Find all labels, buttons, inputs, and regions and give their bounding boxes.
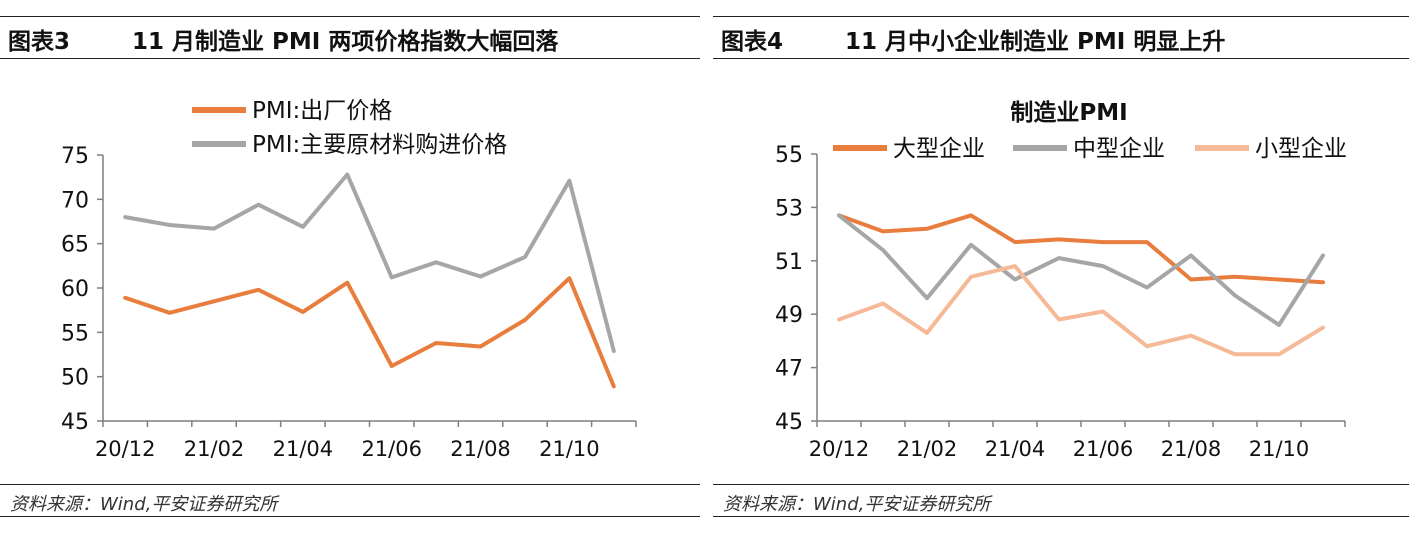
- top-rule: [713, 16, 1409, 17]
- source-note: 资料来源：Wind,平安证券研究所: [723, 494, 991, 515]
- legend-label: 中型企业: [1073, 136, 1165, 162]
- series-line: [837, 264, 1325, 357]
- figure-title: 11 月制造业 PMI 两项价格指数大幅回落: [132, 29, 559, 55]
- x-tick-label: 21/10: [1249, 437, 1310, 461]
- x-tick-label: 21/10: [539, 437, 600, 461]
- y-tick-label: 45: [61, 410, 89, 435]
- legend-label: PMI:主要原材料购进价格: [252, 132, 507, 158]
- x-tick-label: 20/12: [95, 437, 156, 461]
- source-top-rule: [0, 484, 700, 485]
- x-tick-label: 21/02: [184, 437, 245, 461]
- x-tick-label: 21/08: [1161, 437, 1222, 461]
- price-index-line-chart: 45 50 55 60 65 70 75 20/12 21/02 21/04 21/06 21/08 2…: [61, 98, 637, 461]
- y-tick-label: 53: [775, 196, 803, 221]
- header-rule: [0, 58, 700, 59]
- y-tick-label: 49: [775, 303, 803, 328]
- y-tick-label: 47: [775, 357, 803, 382]
- x-tick-label: 21/02: [897, 437, 958, 461]
- x-tick-label: 20/12: [809, 437, 870, 461]
- chart-title: 制造业PMI: [1010, 100, 1127, 126]
- series-line: [123, 172, 616, 353]
- x-tick-label: 21/06: [1073, 437, 1134, 461]
- legend-label: 大型企业: [893, 136, 985, 162]
- header-rule: [713, 58, 1409, 59]
- y-tick-label: 55: [775, 143, 803, 168]
- series-line: [837, 213, 1325, 285]
- y-tick-label: 75: [61, 144, 89, 169]
- source-top-rule: [713, 484, 1409, 485]
- bottom-rule: [0, 516, 700, 517]
- source-note: 资料来源：Wind,平安证券研究所: [10, 494, 278, 515]
- legend-label: PMI:出厂价格: [252, 98, 392, 124]
- y-tick-label: 65: [61, 233, 89, 258]
- x-tick-label: 21/04: [985, 437, 1046, 461]
- x-tick-label: 21/04: [273, 437, 334, 461]
- x-tick-label: 21/08: [450, 437, 511, 461]
- figure-header: 图表4 11 月中小企业制造业 PMI 明显上升: [713, 18, 1409, 60]
- series-line: [123, 276, 616, 389]
- figure-label: 图表3: [8, 29, 71, 55]
- top-rule: [0, 16, 700, 17]
- sme-pmi-line-chart: 制造业PMI 45 47 49 51 53 55 20/12 21/02 21/04 21/06 21…: [775, 100, 1347, 461]
- series-line: [837, 213, 1325, 327]
- legend-label: 小型企业: [1255, 136, 1347, 162]
- figure-title: 11 月中小企业制造业 PMI 明显上升: [845, 29, 1226, 55]
- y-tick-label: 51: [775, 250, 803, 275]
- y-tick-label: 60: [61, 277, 89, 302]
- bottom-rule: [713, 516, 1409, 517]
- y-tick-label: 45: [775, 410, 803, 435]
- figure-header: 图表3 11 月制造业 PMI 两项价格指数大幅回落: [0, 18, 700, 60]
- x-tick-label: 21/06: [361, 437, 422, 461]
- figure-panel-left: 图表3 11 月制造业 PMI 两项价格指数大幅回落 45 50 55 60 65 70 7…: [0, 0, 700, 540]
- figure-panel-right: 图表4 11 月中小企业制造业 PMI 明显上升 制造业PMI 45 47 49 51 5…: [713, 0, 1409, 540]
- y-tick-label: 55: [61, 321, 89, 346]
- y-tick-label: 70: [61, 188, 89, 213]
- figure-label: 图表4: [721, 29, 784, 55]
- y-tick-label: 50: [61, 366, 89, 391]
